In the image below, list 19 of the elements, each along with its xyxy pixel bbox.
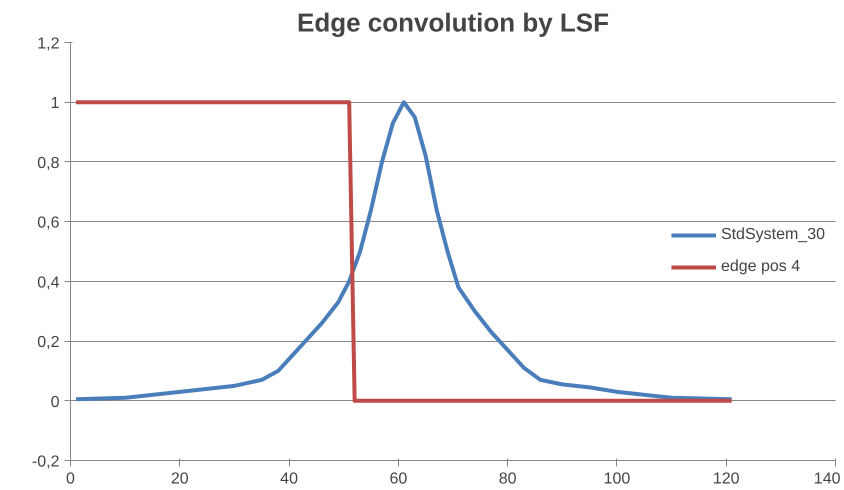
x-tick-label: 40 (280, 470, 298, 488)
y-tick-label: 1,2 (37, 36, 60, 52)
y-tick-label: 0 (50, 394, 60, 411)
y-tick-label: 0,8 (37, 154, 60, 172)
y-tick-label: 0,4 (37, 274, 60, 292)
legend-label: edge pos 4 (720, 258, 800, 276)
y-tick-label: 0,6 (37, 214, 60, 232)
y-tick-label: 1 (50, 95, 60, 112)
y-tick-label: 0,2 (37, 334, 60, 352)
legend-label: StdSystem_30 (720, 226, 825, 244)
x-tick-label: 80 (498, 470, 517, 488)
x-tick-label: 120 (712, 470, 740, 488)
x-tick-label: 20 (170, 470, 189, 488)
x-tick-label: 140 (814, 470, 841, 488)
x-tick-label: 100 (604, 470, 630, 488)
y-tick-label: -0,2 (32, 454, 60, 470)
x-tick-label: 60 (389, 470, 408, 488)
x-tick-label: 0 (66, 470, 76, 488)
chart-title: Edge convolution by LSF (297, 8, 609, 38)
